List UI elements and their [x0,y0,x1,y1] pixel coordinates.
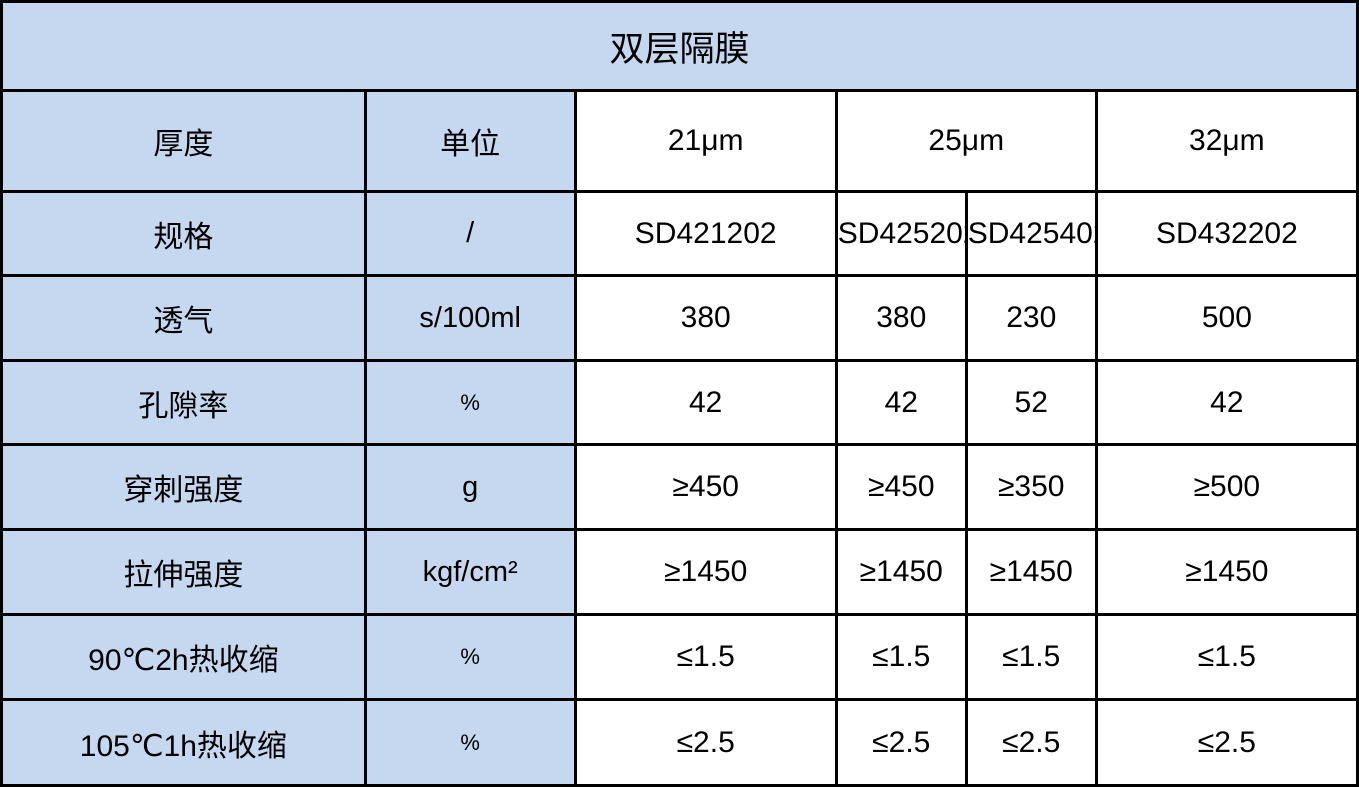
value-cell: ≤1.5 [834,613,968,701]
value-cell: ≤1.5 [573,613,838,701]
value-cell: 500 [1094,274,1359,362]
thickness-header-row: 厚度 单位 21μm 25μm 32μm [0,89,1359,193]
value-cell: SD432202 [1094,190,1359,277]
table-title: 双层隔膜 [0,0,1359,92]
row-unit-shrink-105c: % [363,698,577,787]
row-unit-puncture-strength: g [363,443,577,531]
value-cell: ≤1.5 [964,613,1098,701]
value-cell: ≤1.5 [1094,613,1359,701]
value-cell: ≤2.5 [1094,698,1359,787]
row-unit-porosity: % [363,359,577,446]
header-col-32um: 32μm [1094,89,1359,193]
table-row-shrink-90c: 90℃2h热收缩 % ≤1.5 ≤1.5 ≤1.5 ≤1.5 [0,613,1359,701]
table-row-shrink-105c: 105℃1h热收缩 % ≤2.5 ≤2.5 ≤2.5 ≤2.5 [0,698,1359,787]
value-cell: ≥1450 [573,528,838,616]
header-col-21um: 21μm [573,89,838,193]
header-col-25um: 25μm [834,89,1098,193]
value-cell: ≥1450 [1094,528,1359,616]
row-unit-permeability: s/100ml [363,274,577,362]
value-cell: ≤2.5 [834,698,968,787]
value-cell: SD421202 [573,190,838,277]
row-label-tensile-strength: 拉伸强度 [0,528,367,616]
table-row-spec: 规格 / SD421202 SD425202 SD425402 SD432202 [0,190,1359,277]
value-cell: ≥450 [834,443,968,531]
value-cell: 42 [1094,359,1359,446]
title-row: 双层隔膜 [0,0,1359,92]
row-label-shrink-90c: 90℃2h热收缩 [0,613,367,701]
value-cell: ≥1450 [964,528,1098,616]
table-row-porosity: 孔隙率 % 42 42 52 42 [0,359,1359,446]
value-cell: 42 [834,359,968,446]
row-unit-spec: / [363,190,577,277]
thickness-label: 厚度 [0,89,367,193]
value-cell: 230 [964,274,1098,362]
value-cell: ≥500 [1094,443,1359,531]
row-label-puncture-strength: 穿刺强度 [0,443,367,531]
row-label-shrink-105c: 105℃1h热收缩 [0,698,367,787]
row-label-permeability: 透气 [0,274,367,362]
value-cell: SD425402 [964,190,1098,277]
value-cell: SD425202 [834,190,968,277]
table-row-permeability: 透气 s/100ml 380 380 230 500 [0,274,1359,362]
value-cell: 380 [573,274,838,362]
value-cell: 52 [964,359,1098,446]
table-row-tensile-strength: 拉伸强度 kgf/cm² ≥1450 ≥1450 ≥1450 ≥1450 [0,528,1359,616]
row-unit-shrink-90c: % [363,613,577,701]
value-cell: 380 [834,274,968,362]
value-cell: 42 [573,359,838,446]
unit-header-label: 单位 [363,89,577,193]
row-label-spec: 规格 [0,190,367,277]
value-cell: ≥1450 [834,528,968,616]
value-cell: ≥450 [573,443,838,531]
value-cell: ≤2.5 [964,698,1098,787]
table-row-puncture-strength: 穿刺强度 g ≥450 ≥450 ≥350 ≥500 [0,443,1359,531]
value-cell: ≤2.5 [573,698,838,787]
value-cell: ≥350 [964,443,1098,531]
row-label-porosity: 孔隙率 [0,359,367,446]
row-unit-tensile-strength: kgf/cm² [363,528,577,616]
